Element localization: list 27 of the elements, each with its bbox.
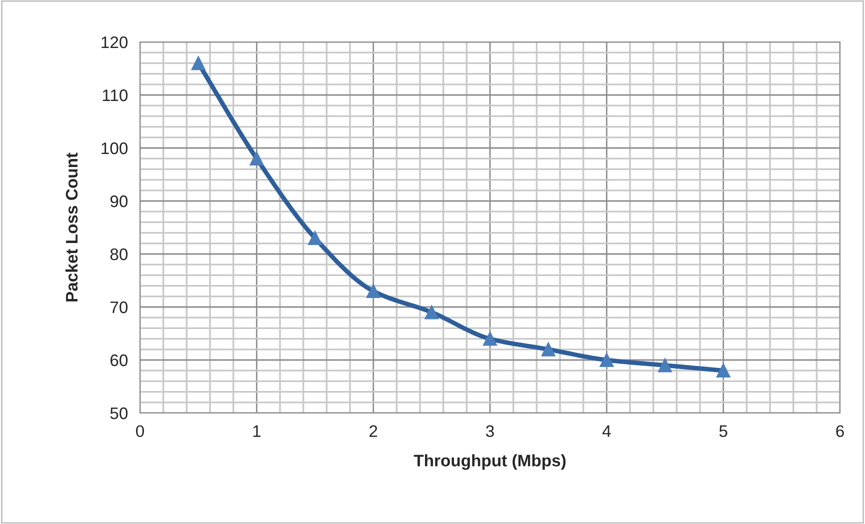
point (541, 342, 556, 356)
y-tick-label: 90 (110, 195, 128, 208)
point (366, 284, 380, 298)
point (191, 56, 206, 70)
x-tick-label: 1 (253, 425, 260, 437)
x-tick-label: 4 (602, 425, 611, 437)
y-tick-label: 50 (110, 407, 128, 420)
y-tick-label: 80 (110, 248, 128, 260)
y-tick-label: 100 (102, 142, 128, 154)
x-tick-label: 6 (836, 425, 844, 438)
point (658, 358, 672, 372)
point (716, 364, 730, 378)
point (250, 152, 264, 166)
x-axis-title: Throughput (Mbps) (414, 454, 566, 470)
y-tick-label: 120 (102, 36, 128, 48)
x-tick-label: 2 (370, 425, 378, 437)
point (483, 332, 497, 346)
y-tick-label: 60 (110, 354, 128, 366)
point (308, 231, 322, 246)
y-tick-label: 70 (110, 301, 128, 314)
x-tick-label: 0 (136, 425, 144, 438)
y-tick-label: 110 (102, 89, 128, 102)
point (600, 353, 614, 367)
x-tick-label: 3 (486, 425, 494, 438)
point (424, 305, 439, 320)
x-tick-label: 5 (719, 425, 728, 438)
y-axis-title: Packet Loss Count (65, 152, 78, 302)
